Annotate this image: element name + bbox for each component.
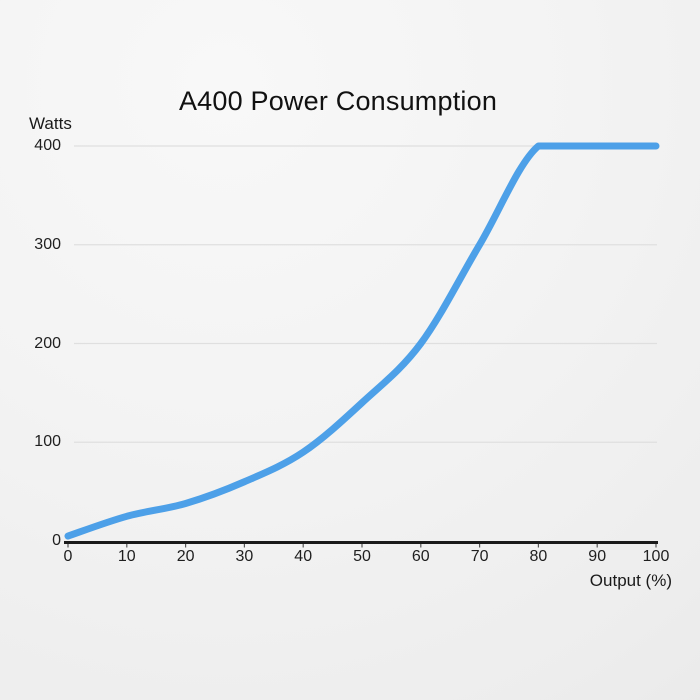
y-tick-label: 300 [34, 235, 61, 253]
y-tick-label: 200 [34, 334, 61, 352]
x-tick-label: 40 [294, 548, 313, 565]
chart-title: A400 Power Consumption [178, 86, 498, 116]
y-tick-label: 100 [34, 433, 61, 451]
x-tick-label: 60 [411, 548, 430, 565]
power-curve-line [64, 142, 660, 540]
x-tick-label: 70 [470, 548, 489, 565]
x-tick-label: 80 [529, 548, 548, 565]
x-tick-label: 30 [235, 548, 254, 565]
x-tick-label: 0 [63, 548, 73, 565]
x-tick-label: 100 [642, 548, 670, 565]
x-axis-line [64, 541, 658, 548]
y-axis-unit-label: Watts [29, 114, 72, 133]
x-tick-label: 10 [117, 548, 136, 565]
x-tick-label: 20 [176, 548, 195, 565]
x-axis-title: Output (%) [589, 571, 672, 590]
y-tick-label: 400 [34, 137, 61, 154]
y-tick-label: 0 [52, 532, 61, 549]
x-tick-label: 90 [588, 548, 607, 565]
x-tick-label: 50 [353, 548, 371, 565]
